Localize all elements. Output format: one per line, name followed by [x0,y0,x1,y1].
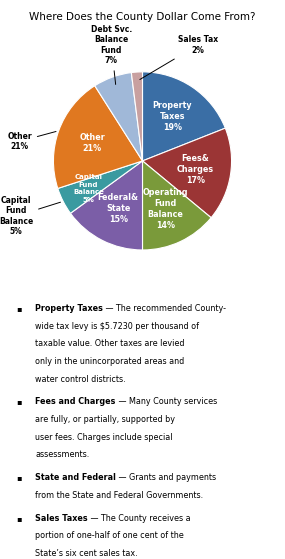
Text: are fully, or partially, supported by: are fully, or partially, supported by [35,415,175,424]
Wedge shape [142,128,231,217]
Text: State and Federal: State and Federal [35,473,116,482]
Text: assessments.: assessments. [35,450,89,459]
Wedge shape [142,72,225,161]
Text: Other
21%: Other 21% [7,131,56,151]
Text: Federal&
State
15%: Federal& State 15% [98,193,139,224]
Text: ▪: ▪ [17,397,22,406]
Text: Sales Tax
2%: Sales Tax 2% [140,35,218,79]
Text: — The County receives a: — The County receives a [88,514,191,523]
Text: Property
Taxes
19%: Property Taxes 19% [153,101,192,132]
Text: Capital
Fund
Balance
5%: Capital Fund Balance 5% [0,196,60,236]
Text: — The recommended County-: — The recommended County- [103,304,226,313]
Text: user fees. Charges include special: user fees. Charges include special [35,433,173,442]
Text: Operating
Fund
Balance
14%: Operating Fund Balance 14% [142,188,188,230]
Title: Where Does the County Dollar Come From?: Where Does the County Dollar Come From? [29,12,256,22]
Text: ▪: ▪ [17,304,22,313]
Text: Fees&
Charges
17%: Fees& Charges 17% [177,154,214,185]
Text: State’s six cent sales tax.: State’s six cent sales tax. [35,549,138,558]
Text: portion of one-half of one cent of the: portion of one-half of one cent of the [35,531,184,540]
Text: ▪: ▪ [17,514,22,523]
Wedge shape [95,73,142,161]
Text: Sales Taxes: Sales Taxes [35,514,88,523]
Text: — Many County services: — Many County services [116,397,217,406]
Text: Capital
Fund
Balance
5%: Capital Fund Balance 5% [73,174,104,203]
Text: Other
21%: Other 21% [79,133,105,153]
Text: Property Taxes: Property Taxes [35,304,103,313]
Text: from the State and Federal Governments.: from the State and Federal Governments. [35,491,203,500]
Wedge shape [54,86,142,188]
Wedge shape [70,161,142,250]
Wedge shape [58,161,142,214]
Text: — Grants and payments: — Grants and payments [116,473,216,482]
Text: Fees and Charges: Fees and Charges [35,397,116,406]
Text: ▪: ▪ [17,473,22,482]
Text: wide tax levy is $5.7230 per thousand of: wide tax levy is $5.7230 per thousand of [35,322,199,331]
Text: only in the unincorporated areas and: only in the unincorporated areas and [35,357,185,366]
Text: Debt Svc.
Balance
Fund
7%: Debt Svc. Balance Fund 7% [91,25,132,84]
Text: taxable value. Other taxes are levied: taxable value. Other taxes are levied [35,339,185,348]
Wedge shape [142,161,211,250]
Wedge shape [131,72,142,161]
Text: water control districts.: water control districts. [35,375,126,383]
